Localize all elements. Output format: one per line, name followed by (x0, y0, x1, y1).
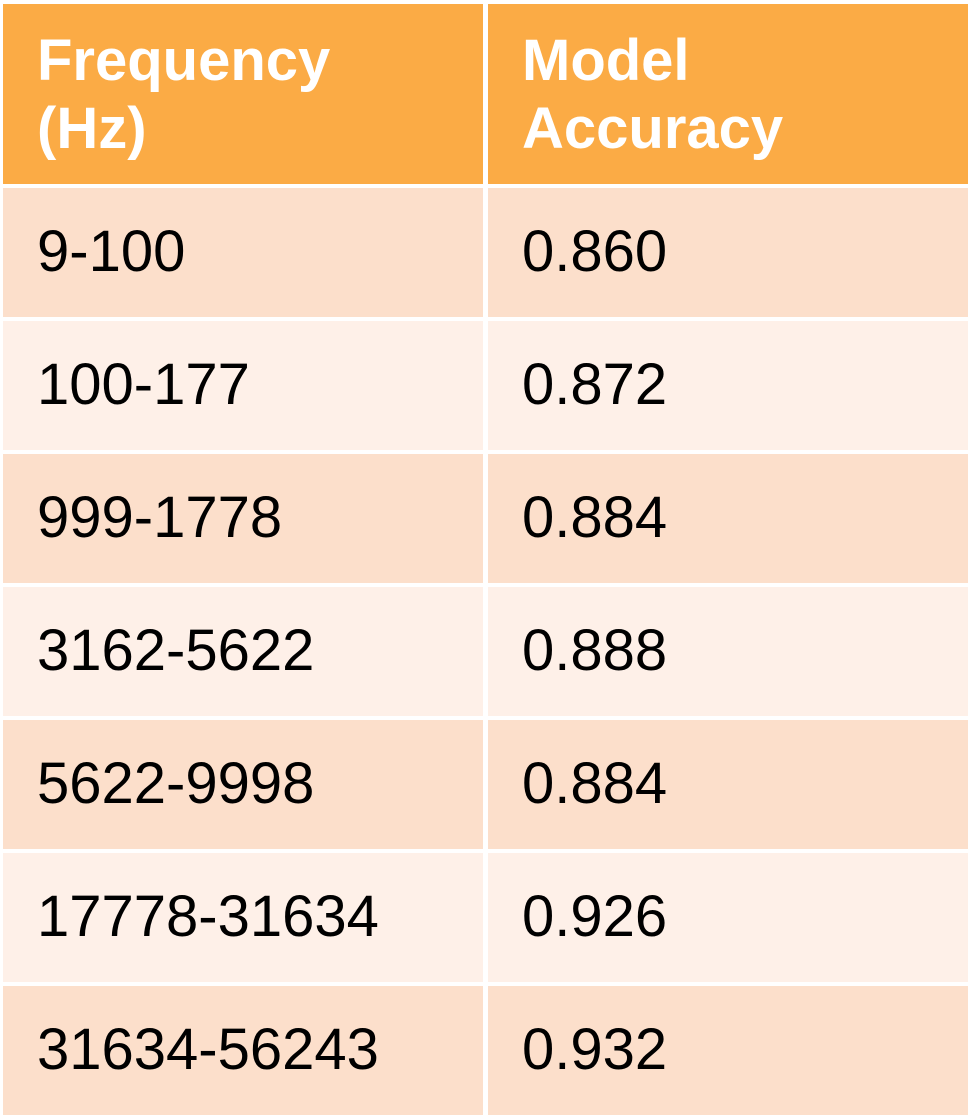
cell-accuracy: 0.884 (488, 454, 968, 583)
cell-frequency: 31634-56243 (3, 986, 483, 1115)
frequency-accuracy-table: Frequency (Hz) Model Accuracy 9-100 0.86… (3, 4, 969, 1115)
cell-accuracy: 0.872 (488, 321, 968, 450)
header-frequency: Frequency (Hz) (3, 4, 483, 184)
cell-frequency: 17778-31634 (3, 853, 483, 982)
header-model-accuracy: Model Accuracy (488, 4, 968, 184)
cell-frequency: 3162-5622 (3, 587, 483, 716)
cell-accuracy: 0.884 (488, 720, 968, 849)
cell-frequency: 5622-9998 (3, 720, 483, 849)
cell-frequency: 999-1778 (3, 454, 483, 583)
cell-accuracy: 0.926 (488, 853, 968, 982)
cell-frequency: 100-177 (3, 321, 483, 450)
cell-accuracy: 0.860 (488, 188, 968, 317)
cell-frequency: 9-100 (3, 188, 483, 317)
cell-accuracy: 0.932 (488, 986, 968, 1115)
cell-accuracy: 0.888 (488, 587, 968, 716)
